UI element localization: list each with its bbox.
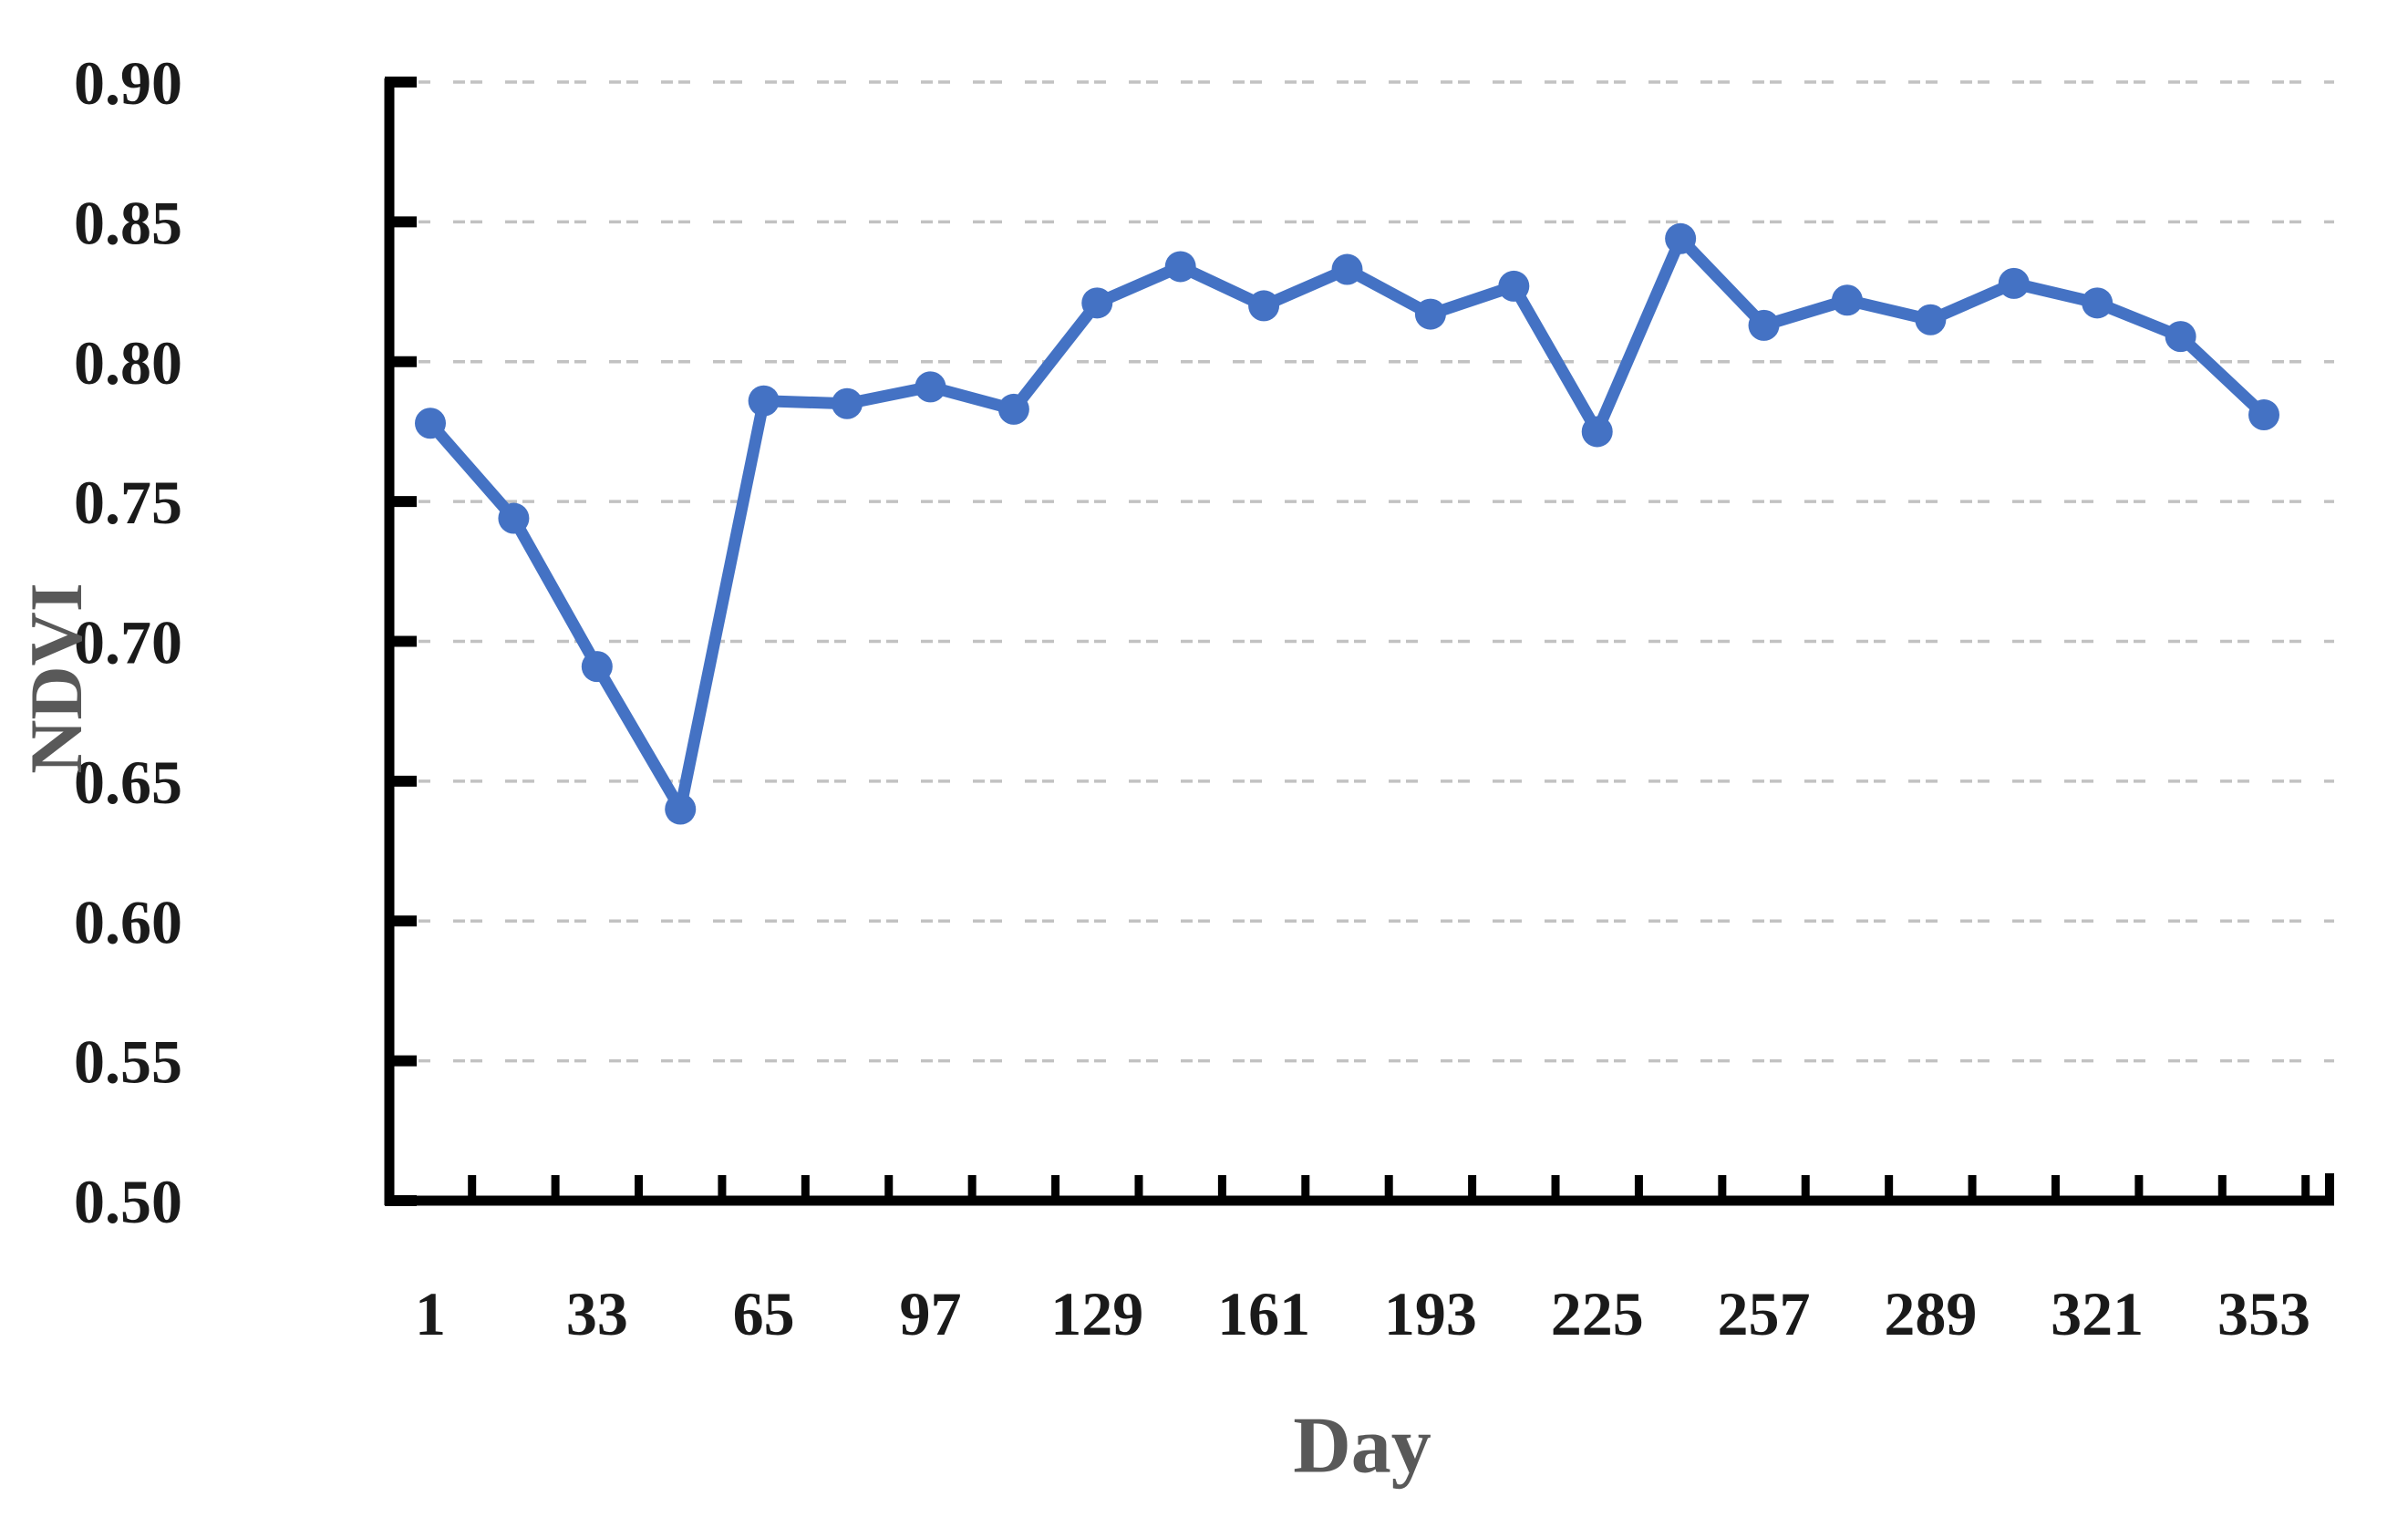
y-tick-label: 0.70 [74, 608, 182, 677]
data-point [415, 408, 446, 439]
data-point [1998, 267, 2030, 299]
x-tick-label: 321 [2051, 1279, 2144, 1348]
data-point [915, 371, 946, 403]
y-tick-label: 0.75 [74, 468, 182, 537]
y-tick-label: 0.85 [74, 188, 182, 257]
y-tick-label: 0.65 [74, 748, 182, 817]
data-point [665, 793, 697, 825]
data-point [748, 385, 780, 417]
data-point [581, 651, 613, 683]
data-point [1748, 309, 1780, 341]
x-tick-label: 161 [1217, 1279, 1310, 1348]
x-tick-label: 225 [1551, 1279, 1644, 1348]
data-point [1915, 304, 1947, 335]
data-point [1498, 270, 1530, 302]
y-tick-label: 0.50 [74, 1167, 182, 1236]
data-point [1831, 284, 1863, 316]
y-tick-label: 0.55 [74, 1027, 182, 1097]
x-tick-label: 33 [566, 1279, 628, 1348]
data-point [997, 393, 1029, 425]
data-line [424, 232, 2270, 816]
y-axis-title: NDVI [15, 583, 98, 774]
data-point [2082, 287, 2113, 319]
x-tick-label: 353 [2217, 1279, 2310, 1348]
data-point [1081, 287, 1113, 319]
x-tick-label: 289 [1884, 1279, 1977, 1348]
data-point [2248, 399, 2279, 431]
x-tick-label: 257 [1718, 1279, 1811, 1348]
data-point [1164, 251, 1196, 283]
y-tick-label: 0.60 [74, 887, 182, 956]
data-point [2165, 321, 2196, 353]
data-point [1414, 298, 1446, 330]
y-tick-label: 0.80 [74, 328, 182, 397]
x-tick-label: 129 [1050, 1279, 1143, 1348]
data-point [1331, 253, 1363, 285]
data-point [498, 502, 530, 534]
x-tick-label: 1 [415, 1279, 446, 1348]
data-point [832, 387, 863, 419]
x-tick-label: 65 [733, 1279, 795, 1348]
data-point [1581, 416, 1613, 448]
x-tick-label: 193 [1384, 1279, 1477, 1348]
data-point [1665, 222, 1697, 254]
x-axis-title: Day [1293, 1401, 1431, 1491]
data-point [1248, 290, 1280, 322]
y-tick-label: 0.90 [74, 48, 182, 118]
x-tick-label: 97 [899, 1279, 961, 1348]
